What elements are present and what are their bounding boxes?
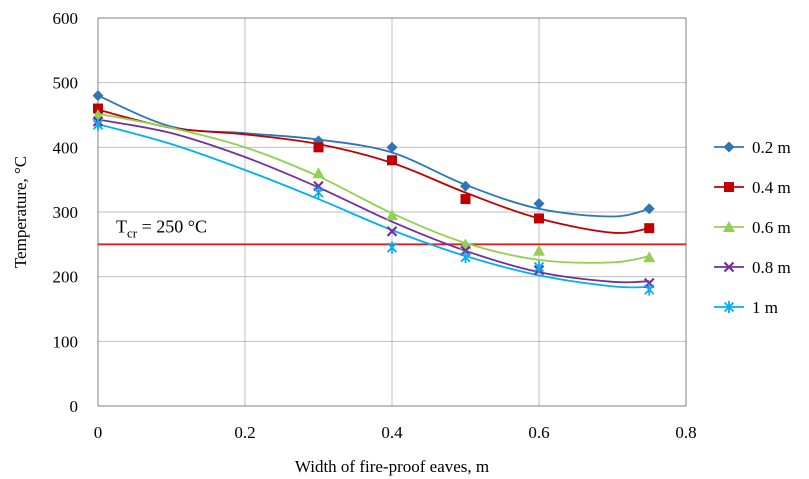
x-tick-label: 0.8 xyxy=(675,423,696,442)
y-tick-label: 0 xyxy=(70,397,79,416)
data-point-1m xyxy=(644,283,655,296)
legend-label-0-4m: 0.4 m xyxy=(752,178,791,197)
data-point-1m xyxy=(533,260,545,273)
y-tick-label: 600 xyxy=(53,9,79,28)
data-point-0-2m xyxy=(643,203,655,215)
y-tick-label: 100 xyxy=(53,332,79,351)
trend-curve-0-2m xyxy=(97,94,650,218)
data-point-0-4m xyxy=(387,155,397,166)
reference-line-label: Tcr = 250 °C xyxy=(116,216,207,240)
legend-label-1m: 1 m xyxy=(752,298,778,317)
y-tick-label: 400 xyxy=(53,138,79,157)
data-point-1m xyxy=(386,241,398,254)
legend-marker-0-4m xyxy=(724,182,734,192)
y-axis-title: Temperature, °C xyxy=(11,156,30,268)
data-markers xyxy=(92,90,656,296)
data-point-0-6m xyxy=(386,209,398,221)
x-tick-label: 0 xyxy=(94,423,103,442)
data-point-1m xyxy=(92,118,104,131)
data-point-0-6m xyxy=(533,244,545,256)
data-point-0-4m xyxy=(644,223,655,234)
trend-curve-0-8m xyxy=(97,118,650,284)
plot-area-frame xyxy=(97,17,687,407)
x-tick-label: 0.6 xyxy=(528,423,549,442)
legend-label-0-8m: 0.8 m xyxy=(752,258,791,277)
legend-label-0-6m: 0.6 m xyxy=(752,218,791,237)
data-point-0-4m xyxy=(313,142,324,153)
data-point-1m xyxy=(313,186,324,199)
legend-label-0-2m: 0.2 m xyxy=(752,138,791,157)
y-tick-label: 200 xyxy=(53,268,79,287)
data-point-0-6m xyxy=(643,251,656,263)
data-point-0-2m xyxy=(533,198,545,210)
legend-marker-0-8m xyxy=(723,261,735,273)
data-point-0-4m xyxy=(460,194,471,205)
x-tick-label: 0.4 xyxy=(381,423,403,442)
data-point-0-6m xyxy=(312,167,325,179)
data-point-0-4m xyxy=(534,213,544,224)
x-axis-title: Width of fire-proof eaves, m xyxy=(295,457,489,476)
data-point-0-2m xyxy=(460,180,471,192)
trend-curves xyxy=(97,94,650,289)
legend-marker-0-6m xyxy=(723,221,735,232)
data-point-0-2m xyxy=(92,90,104,102)
y-tick-label: 500 xyxy=(53,74,79,93)
data-point-0-2m xyxy=(386,141,398,153)
tick-labels: 0 100 200 300 400 500 600 0 0.2 0.4 0.6 0.8 xyxy=(53,9,697,442)
data-point-0-8m xyxy=(386,226,398,237)
legend-marker-1m xyxy=(723,301,735,313)
legend-marker-0-2m xyxy=(723,141,735,153)
data-point-0-4m xyxy=(93,103,103,114)
y-tick-label: 300 xyxy=(53,203,79,222)
x-tick-label: 0.2 xyxy=(234,423,255,442)
legend: 0.2 m 0.4 m 0.6 m 0.8 m 1 m xyxy=(714,138,791,317)
data-point-1m xyxy=(460,251,471,264)
